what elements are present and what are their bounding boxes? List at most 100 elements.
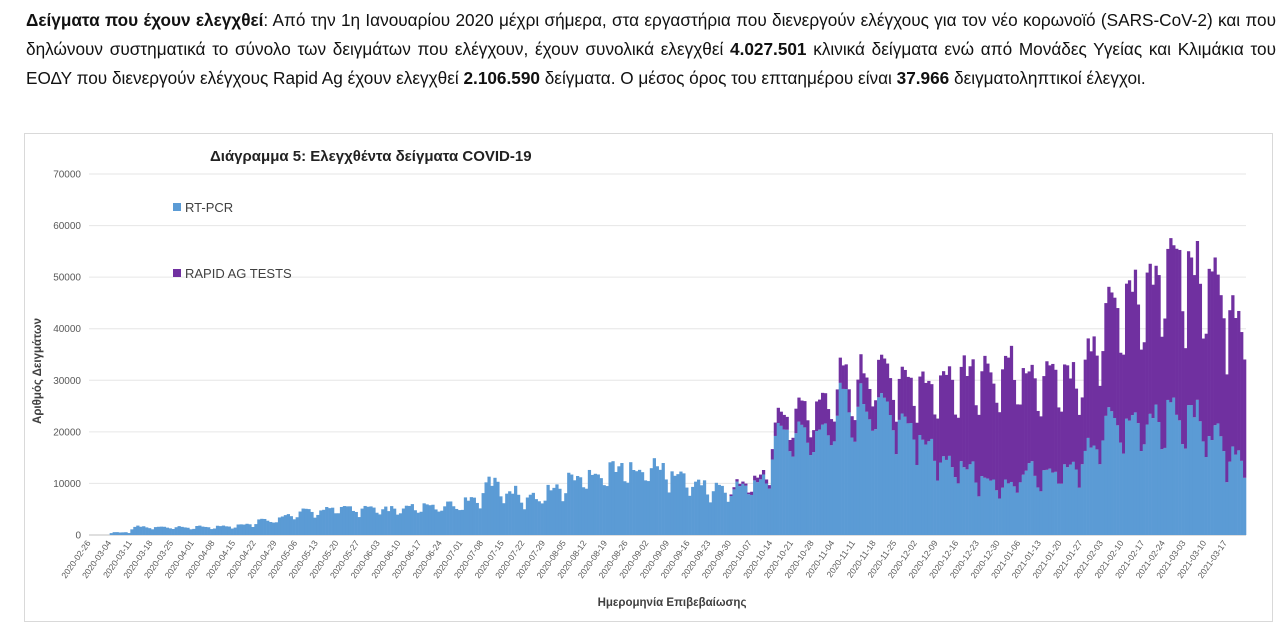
bar-rt-pcr bbox=[705, 494, 710, 535]
bar-rt-pcr bbox=[186, 527, 190, 535]
bar-rt-pcr bbox=[1074, 469, 1079, 535]
y-tick-label: 70000 bbox=[53, 170, 81, 181]
bar-rt-pcr bbox=[174, 527, 178, 535]
bar-rapid-ag bbox=[1145, 272, 1149, 425]
bar-rt-pcr bbox=[865, 411, 869, 535]
bar-rt-pcr bbox=[998, 498, 1002, 535]
bar-rt-pcr bbox=[995, 490, 999, 535]
bar-rapid-ag bbox=[1098, 385, 1102, 465]
bar-rt-pcr bbox=[534, 499, 538, 535]
bar-rt-pcr bbox=[1104, 415, 1108, 535]
bar-rapid-ag bbox=[1074, 388, 1079, 470]
bar-rt-pcr bbox=[1119, 442, 1123, 535]
bar-rt-pcr bbox=[195, 526, 199, 535]
bar-rt-pcr bbox=[1178, 420, 1182, 535]
bar-rapid-ag bbox=[779, 411, 783, 426]
bar-rapid-ag bbox=[944, 374, 949, 460]
bar-rt-pcr bbox=[460, 509, 465, 535]
bar-rt-pcr bbox=[581, 487, 586, 535]
bar-rt-pcr bbox=[248, 524, 252, 535]
bar-rapid-ag bbox=[850, 416, 854, 438]
bar-rapid-ag bbox=[977, 414, 981, 497]
bar-rt-pcr bbox=[744, 485, 748, 535]
intro-text-3: δείγματα. Ο μέσος όρος του επταημέρου εί… bbox=[539, 68, 897, 88]
bar-rt-pcr bbox=[809, 455, 813, 535]
bar-rt-pcr bbox=[723, 492, 727, 535]
bar-rt-pcr bbox=[150, 529, 155, 535]
bar-rapid-ag bbox=[1083, 359, 1087, 451]
chart-svg: 0 10000 20000 30000 40000 50000 60000 70000 202… bbox=[32, 148, 1247, 609]
bar-rapid-ag bbox=[862, 373, 866, 405]
bar-rt-pcr bbox=[599, 478, 603, 535]
bar-rapid-ag bbox=[880, 354, 884, 394]
bar-rapid-ag bbox=[1237, 310, 1241, 451]
bar-rt-pcr bbox=[351, 510, 355, 535]
bar-rapid-ag bbox=[791, 437, 795, 457]
bar-rt-pcr bbox=[1080, 464, 1084, 535]
bar-rt-pcr bbox=[348, 506, 352, 535]
bar-rapid-ag bbox=[933, 414, 937, 461]
bar-rt-pcr bbox=[629, 462, 633, 535]
bar-rapid-ag bbox=[1154, 265, 1158, 405]
bar-rapid-ag bbox=[776, 407, 780, 423]
bar-rt-pcr bbox=[673, 475, 677, 535]
y-tick-label: 50000 bbox=[53, 273, 81, 284]
bar-rt-pcr bbox=[1012, 486, 1017, 535]
bar-rt-pcr bbox=[859, 383, 863, 535]
bar-rt-pcr bbox=[806, 442, 810, 535]
bar-rt-pcr bbox=[342, 506, 347, 535]
bar-rt-pcr bbox=[1243, 477, 1247, 535]
bar-rt-pcr bbox=[658, 469, 662, 535]
bar-rapid-ag bbox=[1139, 349, 1143, 452]
bar-rt-pcr bbox=[1030, 461, 1034, 535]
bar-rt-pcr bbox=[304, 508, 308, 535]
bar-rt-pcr bbox=[390, 506, 394, 535]
bar-rapid-ag bbox=[1195, 241, 1200, 400]
bar-rt-pcr bbox=[502, 503, 506, 535]
bar-rapid-ag bbox=[770, 449, 775, 460]
bar-rapid-ag bbox=[1184, 348, 1188, 449]
bar-rt-pcr bbox=[522, 509, 527, 535]
bar-rapid-ag bbox=[832, 421, 837, 442]
bar-rapid-ag bbox=[815, 401, 819, 432]
bar-rt-pcr bbox=[924, 444, 928, 535]
bar-rapid-ag bbox=[1204, 333, 1208, 458]
bar-rt-pcr bbox=[826, 435, 831, 535]
bar-rt-pcr bbox=[469, 497, 473, 535]
bar-rapid-ag bbox=[986, 363, 990, 479]
bar-rt-pcr bbox=[236, 524, 240, 535]
bar-rt-pcr bbox=[384, 506, 388, 535]
bar-rapid-ag bbox=[1086, 338, 1090, 438]
bar-rapid-ag bbox=[847, 389, 851, 413]
bar-rt-pcr bbox=[499, 496, 503, 535]
bar-rt-pcr bbox=[283, 515, 288, 535]
bar-rt-pcr bbox=[1009, 481, 1014, 535]
bar-rapid-ag bbox=[989, 372, 993, 481]
bar-rt-pcr bbox=[593, 473, 597, 535]
bar-rt-pcr bbox=[1166, 399, 1170, 535]
bar-rt-pcr bbox=[649, 468, 654, 535]
bar-rapid-ag bbox=[882, 358, 887, 398]
bar-rapid-ag bbox=[747, 492, 751, 495]
bar-rapid-ag bbox=[761, 469, 766, 475]
bar-rt-pcr bbox=[537, 501, 541, 535]
bar-rapid-ag bbox=[844, 364, 848, 390]
bar-rt-pcr bbox=[115, 532, 119, 535]
bar-rt-pcr bbox=[1077, 487, 1082, 535]
bar-rt-pcr bbox=[738, 486, 742, 535]
bar-rapid-ag bbox=[1151, 284, 1155, 419]
bar-rapid-ag bbox=[983, 355, 987, 478]
bar-rapid-ag bbox=[1051, 363, 1055, 473]
bar-rt-pcr bbox=[989, 480, 993, 535]
y-tick-label: 0 bbox=[75, 531, 81, 542]
bar-rt-pcr bbox=[620, 463, 624, 535]
bar-rt-pcr bbox=[257, 519, 261, 535]
bar-rt-pcr bbox=[422, 503, 426, 535]
bar-rt-pcr bbox=[986, 478, 990, 535]
bar-rt-pcr bbox=[697, 479, 701, 535]
bar-rapid-ag bbox=[1065, 365, 1070, 468]
bar-rt-pcr bbox=[215, 525, 220, 535]
bar-rt-pcr bbox=[1130, 415, 1135, 535]
bar-rapid-ag bbox=[1033, 378, 1037, 476]
bar-rt-pcr bbox=[280, 516, 285, 535]
